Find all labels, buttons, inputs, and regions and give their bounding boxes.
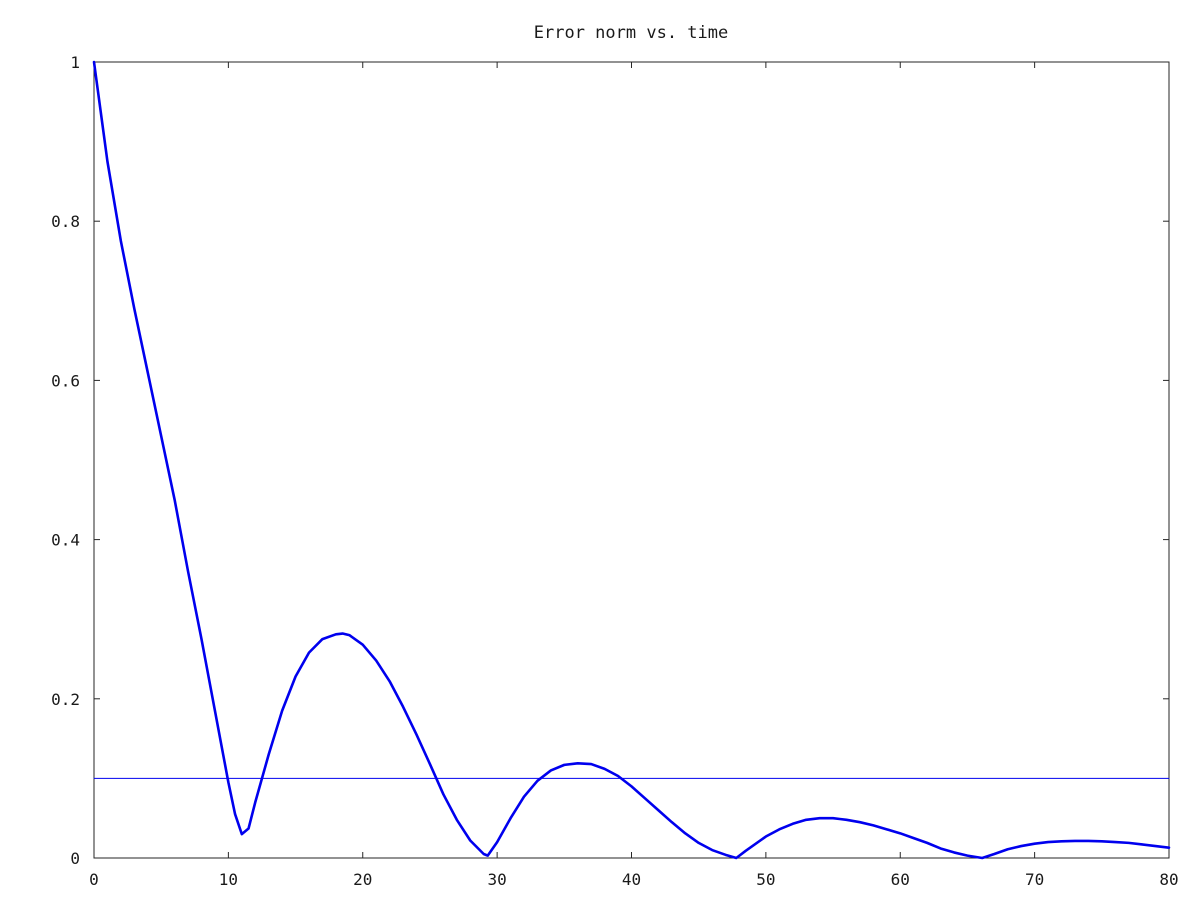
y-tick-label: 0	[70, 849, 80, 868]
x-tick-label: 0	[89, 870, 99, 889]
error-norm-line	[92, 60, 1171, 860]
axis-ticks: 0 10 20 30 40 50 60 70 80 0 0.2 0.4 0.6 0.8 1	[51, 53, 1179, 889]
y-tick-label: 0.8	[51, 212, 80, 231]
x-tick-label: 20	[353, 870, 372, 889]
x-tick-label: 60	[891, 870, 910, 889]
chart-title: Error norm vs. time	[534, 23, 728, 43]
x-tick-label: 70	[1025, 870, 1044, 889]
y-tick-label: 0.2	[51, 690, 80, 709]
x-tick-label: 80	[1159, 870, 1178, 889]
x-tick-label: 50	[756, 870, 775, 889]
x-tick-label: 10	[219, 870, 238, 889]
y-tick-label: 0.4	[51, 531, 80, 550]
y-tick-label: 1	[70, 53, 80, 72]
x-tick-label: 30	[487, 870, 506, 889]
x-tick-label: 40	[622, 870, 641, 889]
y-tick-label: 0.6	[51, 371, 80, 390]
series-layer	[92, 60, 1171, 860]
